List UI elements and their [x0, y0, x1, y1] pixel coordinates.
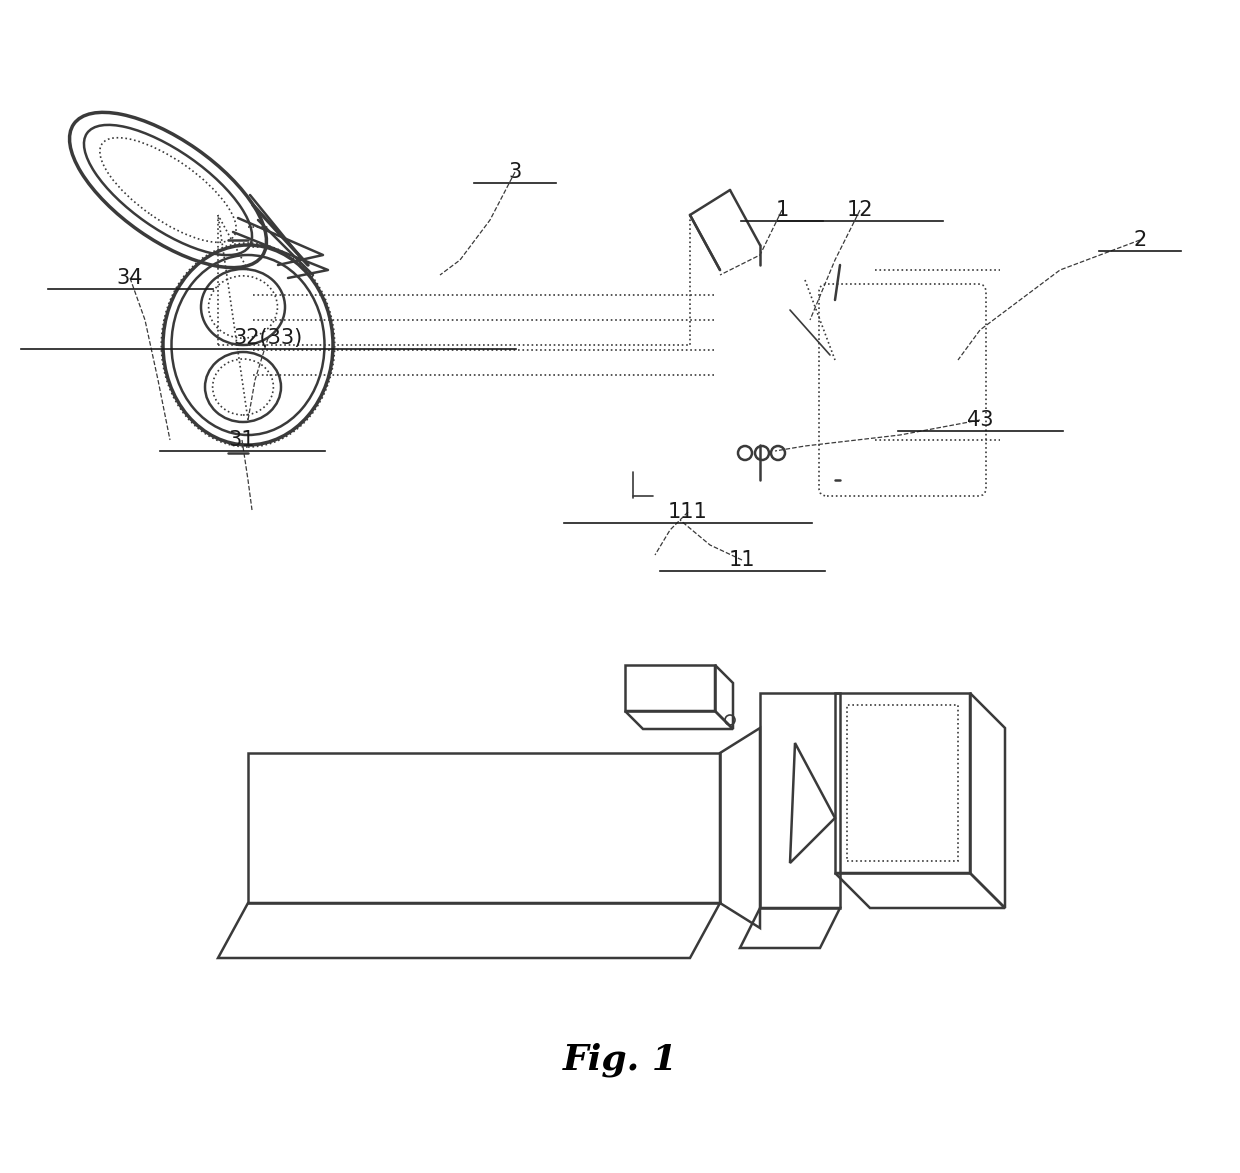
Text: 3: 3	[508, 162, 522, 182]
Text: Fig. 1: Fig. 1	[563, 1043, 677, 1077]
Text: 32(33): 32(33)	[233, 328, 303, 348]
Text: 111: 111	[668, 502, 708, 522]
Text: 2: 2	[1133, 230, 1147, 250]
Text: 34: 34	[117, 267, 144, 289]
Text: 31: 31	[228, 430, 255, 450]
Text: 12: 12	[847, 201, 873, 221]
Text: 43: 43	[967, 411, 993, 430]
Text: 11: 11	[729, 550, 755, 570]
Text: 1: 1	[775, 201, 789, 221]
